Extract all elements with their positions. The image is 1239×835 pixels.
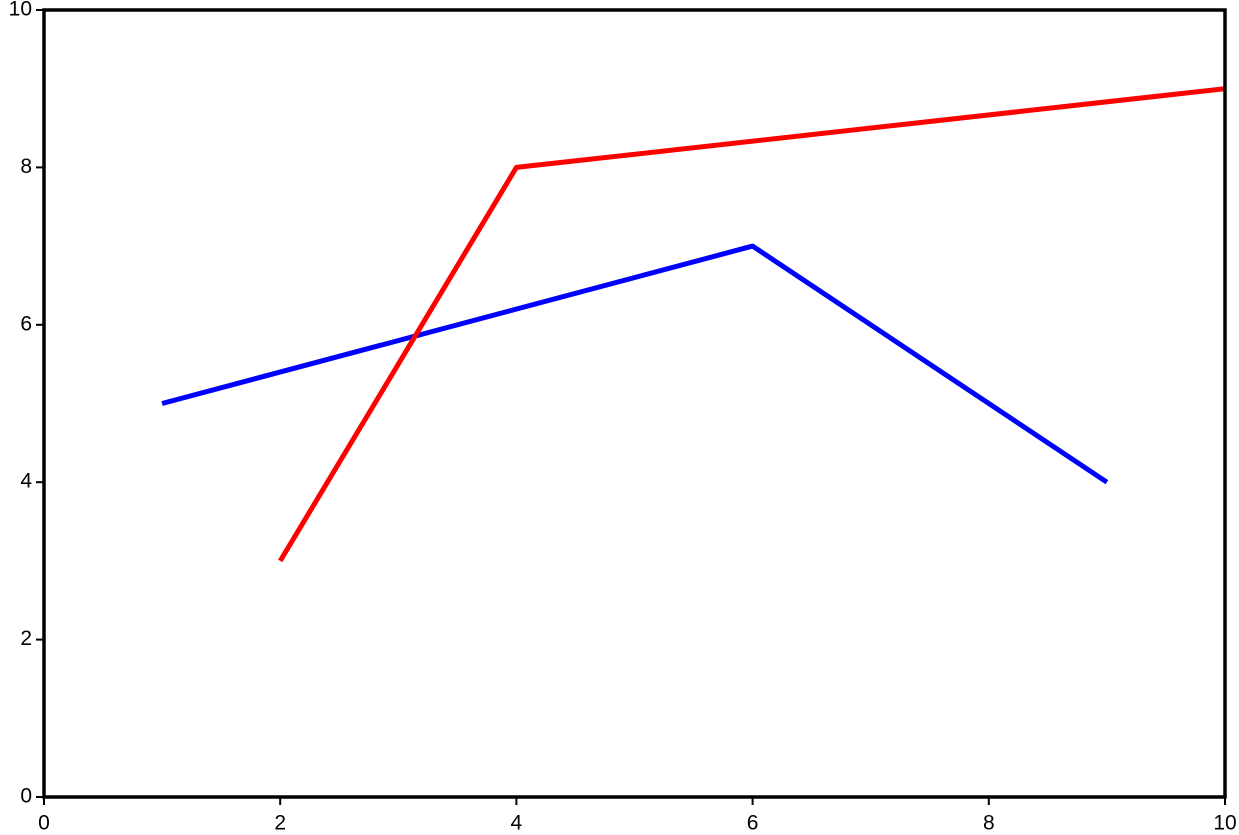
plot-frame [42,8,1227,799]
y-tick-label: 2 [20,627,32,650]
y-tick-label: 10 [9,0,32,21]
x-tick-label: 6 [747,812,759,835]
y-tick-label: 4 [20,470,32,493]
x-tick-label: 0 [38,812,50,835]
y-tick-label: 0 [20,785,32,808]
y-tick-label: 8 [20,155,32,178]
x-tick-label: 8 [983,812,995,835]
x-tick-label: 4 [511,812,523,835]
line-series [161,243,1109,485]
x-tick-label: 2 [274,812,286,835]
x-tick-label: 10 [1213,812,1236,835]
y-tick-label: 6 [20,312,32,335]
line-series [278,86,1226,563]
